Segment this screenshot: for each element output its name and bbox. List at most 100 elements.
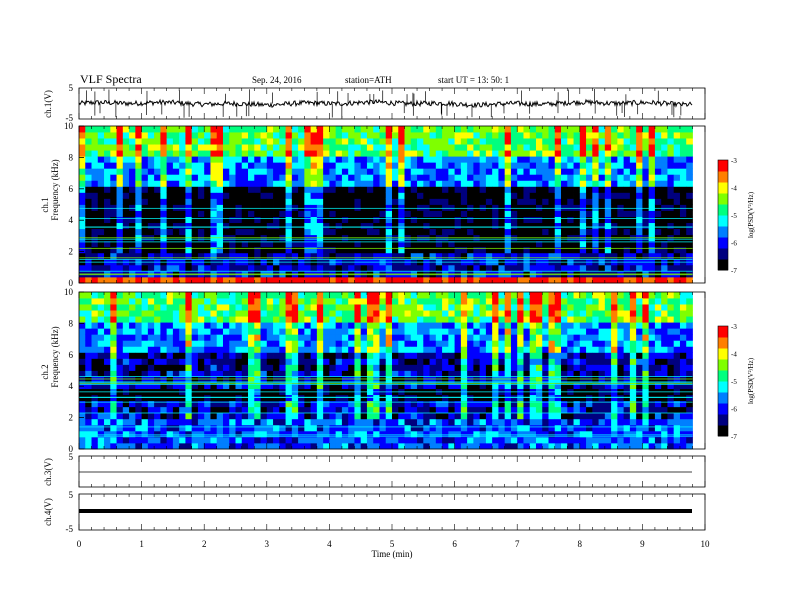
spectrogram-cell <box>235 352 243 359</box>
spectrogram-cell <box>291 156 299 163</box>
spectrogram-cell <box>260 298 268 305</box>
spectrogram-cell <box>667 132 675 139</box>
spectrogram-cell <box>91 168 99 175</box>
spectrogram-cell <box>423 418 430 426</box>
spectrogram-cell <box>473 204 481 211</box>
spectrogram-cell <box>504 322 512 329</box>
spectrogram-cell <box>636 228 643 236</box>
spectrogram-cell <box>492 424 499 432</box>
spectrogram-cell <box>498 246 506 254</box>
spectrogram-cell <box>166 252 174 260</box>
spectrogram-cell <box>485 400 493 408</box>
spectrogram-cell <box>617 126 625 133</box>
spectrogram-cell <box>504 162 512 169</box>
spectrogram-cell <box>185 334 193 341</box>
spectrogram-cell <box>448 276 455 284</box>
spectrogram-cell <box>285 150 293 157</box>
spectrogram-cell <box>179 240 186 248</box>
spectrogram-cell <box>304 304 312 311</box>
spectrogram-cell <box>554 210 562 217</box>
spectrogram-cell <box>91 310 99 317</box>
spectrogram-cell <box>279 418 286 426</box>
spectrogram-cell <box>97 310 105 317</box>
spectrogram-cell <box>592 400 599 408</box>
spectrogram-cell <box>510 376 518 383</box>
spectrogram-cell <box>686 150 693 157</box>
spectrogram-cell <box>648 210 656 217</box>
spectrogram-cell <box>429 412 437 420</box>
spectrogram-cell <box>579 406 587 414</box>
spectrogram-cell <box>435 358 443 365</box>
spectrogram-cell <box>85 162 92 169</box>
spectrogram-cell <box>254 430 261 438</box>
spectrogram-cell <box>335 400 343 408</box>
spectrogram-cell <box>323 310 330 317</box>
spectrogram-cell <box>617 216 625 224</box>
spectrogram-cell <box>298 358 305 365</box>
spectrogram-cell <box>254 382 261 390</box>
spectrogram-cell <box>523 126 531 133</box>
spectrogram-cell <box>323 340 330 347</box>
spectrogram-cell <box>661 186 668 193</box>
spectrogram-cell <box>316 376 324 383</box>
spectrogram-cell <box>454 382 462 390</box>
spectrogram-cell <box>160 424 168 432</box>
spectrogram-cell <box>648 192 656 199</box>
spectrogram-cell <box>204 358 211 365</box>
spectrogram-cell <box>254 180 261 187</box>
spectrogram-cell <box>229 216 236 224</box>
spectrogram-cell <box>116 418 124 426</box>
spectrogram-cell <box>360 228 368 236</box>
spectrogram-cell <box>197 204 205 211</box>
spectrogram-cell <box>235 150 243 157</box>
spectrogram-cell <box>304 442 312 450</box>
spectrogram-cell <box>160 210 168 217</box>
spectrogram-cell <box>404 292 412 299</box>
spectrogram-cell <box>423 364 430 371</box>
spectrogram-cell <box>579 400 587 408</box>
spectrogram-cell <box>266 144 274 151</box>
spectrogram-cell <box>147 298 155 305</box>
spectrogram-cell <box>498 276 506 284</box>
spectrogram-cell <box>448 382 455 390</box>
spectrogram-cell <box>423 276 430 284</box>
spectrogram-cell <box>304 418 312 426</box>
spectrogram-cell <box>335 430 343 438</box>
spectrogram-cell <box>310 126 318 133</box>
spectrogram-cell <box>141 400 149 408</box>
spectrogram-cell <box>354 150 362 157</box>
spectrogram-cell <box>97 204 105 211</box>
spectrogram-cell <box>329 400 337 408</box>
spectrogram-cell <box>185 436 193 444</box>
spectrogram-cell <box>423 316 430 323</box>
spectrogram-cell <box>679 174 687 181</box>
spectrogram-cell <box>129 162 136 169</box>
spectrogram-cell <box>248 352 255 359</box>
spectrogram-cell <box>648 168 656 175</box>
spectrogram-cell <box>517 228 524 236</box>
spectrogram-cell <box>586 192 593 199</box>
spectrogram-cell <box>510 316 518 323</box>
spectrogram-cell <box>241 222 249 230</box>
spectrogram-cell <box>423 240 430 248</box>
spectrogram-cell <box>429 346 437 353</box>
spectrogram-cell <box>266 174 274 181</box>
spectrogram-cell <box>191 382 199 390</box>
spectrogram-cell <box>204 382 211 390</box>
spectrogram-cell <box>135 328 142 335</box>
spectrogram-cell <box>667 198 675 205</box>
spectrogram-cell <box>191 430 199 438</box>
spectrogram-cell <box>498 162 506 169</box>
spectrogram-cell <box>554 252 562 260</box>
spectrogram-cell <box>85 412 92 420</box>
spectrogram-cell <box>166 346 174 353</box>
spectrogram-cell <box>116 334 124 341</box>
spectrogram-cell <box>535 132 543 139</box>
spectrogram-cell <box>667 192 675 199</box>
spectrogram-cell <box>154 252 161 260</box>
spectrogram-cell <box>485 204 493 211</box>
spectrogram-cell <box>586 406 593 414</box>
spectrogram-cell <box>310 376 318 383</box>
spectrogram-cell <box>160 292 168 299</box>
spectrogram-cell <box>573 162 581 169</box>
